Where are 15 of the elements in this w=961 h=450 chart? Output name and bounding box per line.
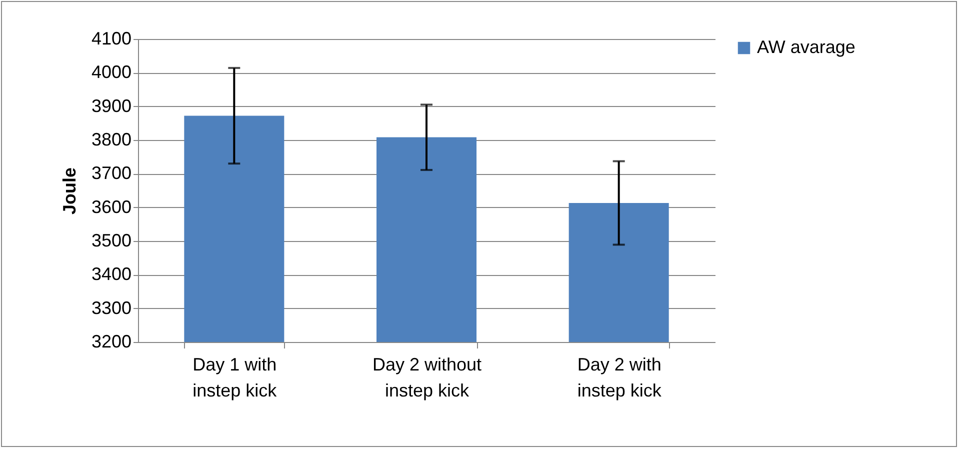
y-tick-label: 4000: [91, 62, 132, 82]
y-axis-title: Joule: [59, 167, 80, 215]
x-tick-label: Day 2 with instep kick: [577, 354, 662, 400]
y-tick-label: 3500: [91, 230, 132, 250]
y-tick-label: 3700: [91, 163, 132, 184]
y-tick-label: 3300: [91, 298, 132, 318]
x-tick-label: Day 2 without instep kick: [372, 354, 482, 400]
y-tick-label: 4100: [91, 28, 132, 48]
y-tick-label: 3400: [91, 264, 132, 284]
y-tick-label: 3200: [91, 332, 132, 352]
legend-label: AW avarage: [757, 37, 856, 57]
x-tick-label: Day 1 with instep kick: [192, 354, 278, 400]
y-tick-label: 3600: [91, 196, 132, 217]
y-tick-label: 3900: [91, 96, 132, 116]
y-tick-label: 3800: [91, 130, 132, 150]
